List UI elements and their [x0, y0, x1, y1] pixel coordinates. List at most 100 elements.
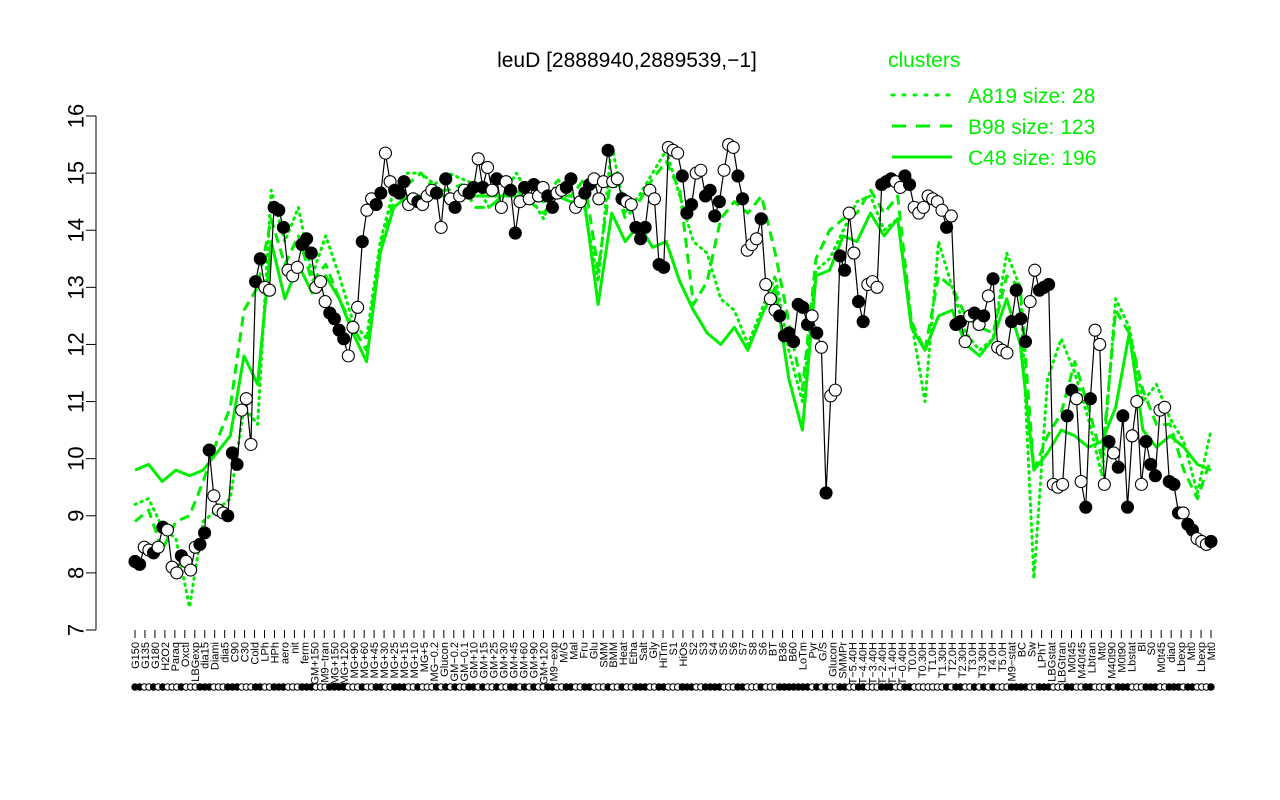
- x-tick-label: Mt0: [1206, 642, 1218, 660]
- data-point: [1060, 409, 1074, 423]
- data-point: [633, 232, 648, 246]
- x-tick-label: Lbtran: [1086, 642, 1098, 673]
- data-point: [249, 275, 263, 289]
- data-point: [392, 186, 406, 200]
- x-tick-label: Glucon: [439, 642, 451, 677]
- x-tick-label: T0.0H: [907, 642, 919, 672]
- x-tick-label: GM+150: [309, 642, 321, 685]
- data-point: [253, 252, 267, 266]
- legend-label-b98: B98 size: 123: [968, 116, 1095, 139]
- x-tick-label: LoTm: [798, 642, 810, 670]
- data-point: [374, 186, 388, 200]
- x-tick-label: T−4.40H: [857, 642, 869, 685]
- y-tick-label: 15: [64, 161, 89, 185]
- x-tick-label: M9−tran: [319, 642, 331, 683]
- x-tick-label: T0.30H: [917, 642, 929, 678]
- data-point: [262, 283, 277, 297]
- y-tick-label: 11: [64, 390, 89, 413]
- x-tick-label: M9−stat: [1007, 642, 1019, 681]
- data-point: [202, 443, 216, 457]
- x-tick-label: H2O2: [160, 642, 172, 671]
- x-tick-label: T2.0H: [947, 642, 959, 672]
- data-point: [244, 437, 258, 451]
- data-point: [1093, 337, 1107, 351]
- y-tick-label: 9: [64, 510, 89, 522]
- x-tick-label: ferm: [299, 642, 311, 664]
- x-tick-label: MG+60: [359, 642, 371, 678]
- data-point: [842, 206, 856, 220]
- data-point: [1023, 295, 1037, 309]
- x-tick-label: M9−exp: [548, 642, 560, 681]
- x-tick-label: BT: [768, 642, 780, 656]
- x-tick-label: S5: [718, 642, 730, 655]
- data-point: [133, 557, 147, 571]
- data-point: [759, 277, 773, 292]
- x-tick-label: LBGstat: [1047, 642, 1059, 682]
- data-point: [814, 340, 828, 354]
- data-point: [675, 169, 689, 183]
- data-point: [1158, 400, 1172, 414]
- x-tick-label: Fru: [578, 642, 590, 659]
- x-tick-label: GM−0.2: [449, 642, 461, 681]
- x-tick-label: GM+15: [479, 642, 491, 678]
- x-tick-label: Lbexp: [1176, 642, 1188, 672]
- data-point: [1079, 500, 1093, 514]
- data-point: [355, 235, 369, 249]
- data-point: [1139, 434, 1153, 449]
- x-tick-label: BMM: [608, 642, 620, 668]
- data-point: [819, 486, 833, 500]
- x-tick-label: MG+120: [339, 642, 351, 685]
- x-tick-label: MG+25: [389, 642, 401, 678]
- data-point: [545, 200, 559, 214]
- data-point: [351, 300, 365, 314]
- x-tick-label: B60: [788, 642, 800, 662]
- data-point: [1148, 469, 1162, 483]
- data-point: [439, 172, 453, 186]
- x-tick-label: T−2.40H: [877, 642, 889, 685]
- x-tick-label: Glu: [588, 642, 600, 659]
- x-tick-label: G150: [130, 642, 142, 669]
- x-tick-label: LBGexp: [190, 642, 202, 682]
- data-point: [193, 537, 207, 551]
- y-tick-label: 16: [64, 104, 89, 128]
- data-point: [647, 192, 661, 206]
- x-tick-label: Mt0: [1096, 642, 1108, 660]
- data-point: [1074, 474, 1088, 489]
- data-point: [151, 540, 165, 554]
- data-point: [1111, 460, 1125, 474]
- data-point: [944, 209, 958, 223]
- data-point: [160, 523, 175, 537]
- x-tick-label: GM+10: [469, 642, 481, 678]
- x-tick-label: MG+90: [349, 642, 361, 678]
- x-tick-label: MG+15: [399, 642, 411, 678]
- data-point: [1069, 392, 1084, 406]
- data-point: [1167, 477, 1181, 491]
- data-point: [504, 183, 518, 197]
- data-point: [671, 146, 685, 160]
- data-point: [272, 203, 286, 217]
- x-tick-label: aero: [279, 642, 291, 664]
- data-point: [225, 446, 239, 460]
- x-tick-label: Gly: [648, 642, 660, 659]
- x-tick-label: G/S: [817, 642, 829, 661]
- x-tick-label: M0t45: [1156, 642, 1168, 673]
- data-point: [856, 315, 870, 329]
- data-point: [207, 489, 221, 503]
- x-tick-label: BC: [1017, 642, 1029, 657]
- data-point: [847, 246, 861, 260]
- legend-title: clusters: [888, 49, 960, 72]
- data-point: [773, 309, 787, 323]
- data-point: [313, 275, 328, 289]
- x-tick-label: M/G: [558, 642, 570, 663]
- data-point: [1056, 477, 1070, 491]
- x-tick-label: T3.0H: [967, 642, 979, 672]
- data-point: [1088, 323, 1102, 337]
- data-point: [958, 335, 972, 349]
- data-point: [300, 232, 314, 246]
- data-point: [1014, 312, 1028, 326]
- x-tick-label: T−5.40H: [847, 642, 859, 685]
- x-tick-label: T4.0H: [987, 642, 999, 672]
- x-tick-label: T1.30H: [937, 642, 949, 678]
- x-tick-label: T−0.40H: [897, 642, 909, 685]
- data-point: [828, 383, 842, 397]
